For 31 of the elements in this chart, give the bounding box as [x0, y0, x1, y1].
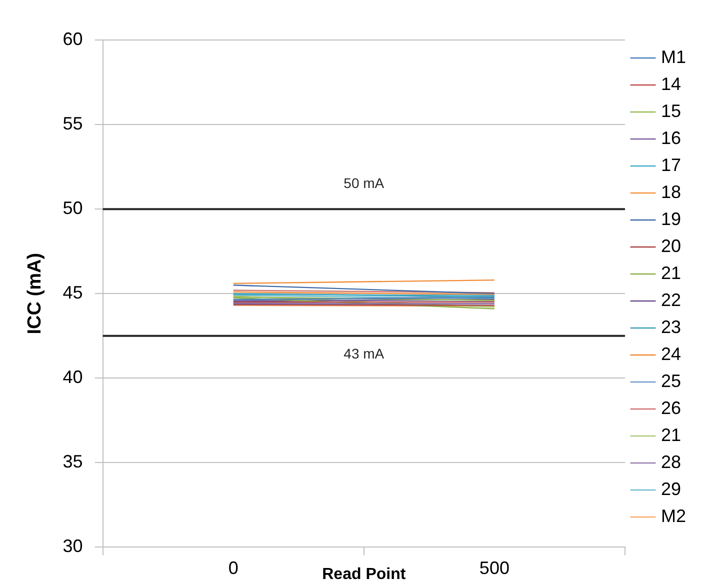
legend-label: 16 — [660, 128, 682, 148]
legend-label: 24 — [660, 344, 682, 364]
y-tick-label: 60 — [62, 28, 83, 49]
legend-label: 26 — [660, 398, 682, 418]
legend-label: 14 — [660, 74, 682, 94]
legend-label: 20 — [660, 236, 682, 256]
ref-line-label: 50 mA — [344, 174, 385, 191]
y-tick-label: 50 — [62, 198, 83, 218]
y-axis-title: ICC (mA) — [24, 252, 46, 334]
legend-label: 23 — [660, 316, 682, 337]
legend-label: 17 — [660, 154, 682, 175]
legend-label: 21 — [660, 262, 682, 283]
legend-label: 28 — [660, 452, 682, 472]
y-tick-label: 35 — [62, 452, 83, 472]
ref-line-label: 43 mA — [344, 346, 385, 362]
y-tick-label: 45 — [62, 282, 83, 303]
x-tick-label: 500 — [479, 558, 510, 578]
legend-label: M1 — [660, 46, 686, 67]
legend-label: 18 — [660, 182, 682, 202]
legend-label: 19 — [660, 208, 682, 229]
legend-label: 29 — [660, 478, 682, 499]
legend-label: M2 — [660, 506, 686, 526]
y-tick-label: 40 — [62, 367, 83, 388]
y-tick-label: 30 — [62, 536, 83, 556]
y-tick-label: 55 — [62, 114, 83, 134]
legend-label: 15 — [660, 100, 682, 121]
legend-label: 21 — [660, 424, 682, 445]
x-tick-label: 0 — [228, 558, 238, 578]
x-axis-title: Read Point — [322, 566, 406, 583]
legend-label: 25 — [660, 370, 682, 391]
legend-label: 22 — [660, 290, 682, 310]
